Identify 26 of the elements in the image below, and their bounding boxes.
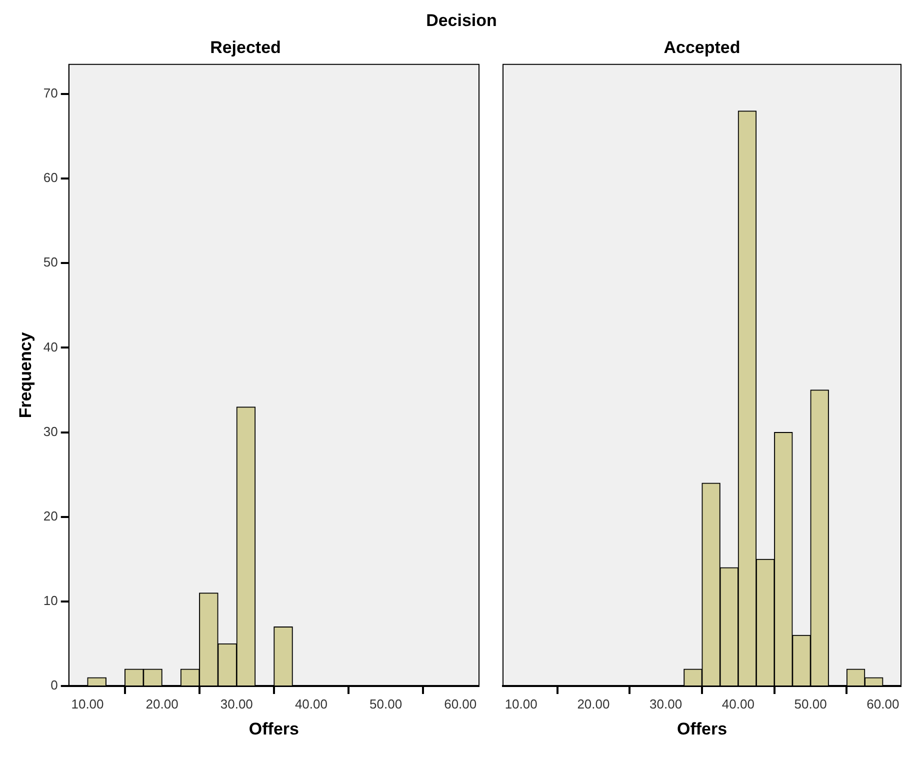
y-tick-label: 30 [43,424,58,439]
y-tick-label: 50 [43,254,58,270]
x-axis-title: Offers [248,719,299,738]
chart-title: Accepted [664,38,740,57]
x-tick-label: 20.00 [146,696,178,712]
x-tick-label: 40.00 [294,696,328,712]
y-tick-label: 70 [43,86,58,101]
y-tick-label: 60 [43,170,58,186]
x-tick-label: 50.00 [794,696,827,712]
x-tick-label: 30.00 [220,696,253,712]
y-tick-label: 40 [43,339,58,354]
chart-title: Rejected [210,38,281,57]
y-axis-title: Frequency [16,332,35,418]
y-tick-label: 0 [50,678,58,693]
text: Decision [425,10,498,32]
x-axis-title: Offers [676,719,728,738]
x-tick-label: 60.00 [866,696,900,712]
y-tick-label: 10 [43,593,58,608]
x-tick-label: 10.00 [504,696,538,712]
x-tick-label: 20.00 [577,696,610,712]
x-tick-label: 60.00 [444,696,477,712]
x-tick-label: 30.00 [650,696,682,712]
x-tick-label: 10.00 [71,696,104,712]
x-tick-label: 40.00 [722,696,754,712]
x-tick-label: 50.00 [370,696,402,712]
y-tick-label: 20 [43,508,58,524]
